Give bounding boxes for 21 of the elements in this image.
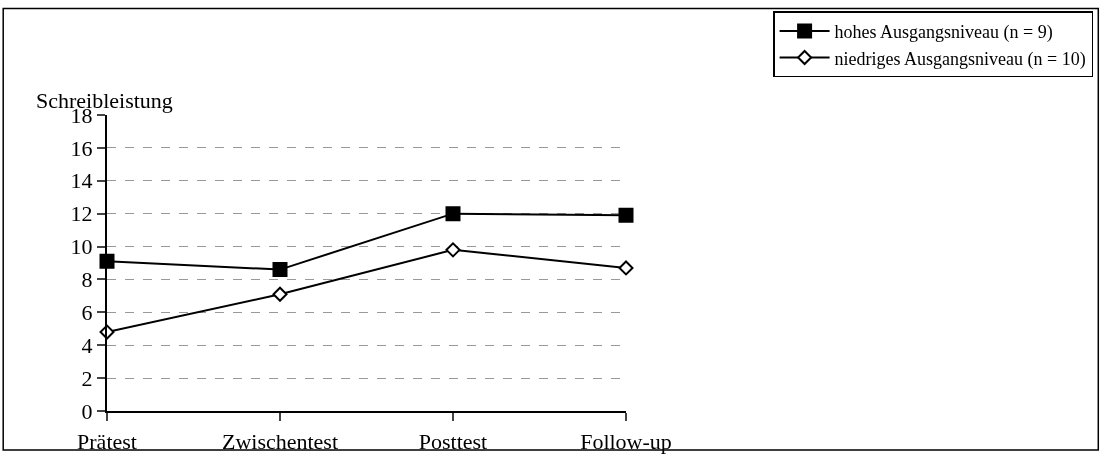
y-tick-label: 12 [70,201,93,227]
point [618,207,634,223]
x-tick-label: Prätest [77,429,137,455]
y-tick-label: 8 [81,267,93,293]
point [445,242,461,258]
point [272,262,288,278]
y-tick-label: 16 [70,135,93,161]
x-tick-label: Follow-up [580,429,672,455]
legend-label: niedriges Ausgangsniveau (n = 10) [834,48,1086,70]
y-tick-label: 4 [81,332,93,358]
legend-label: hohes Ausgangsniveau (n = 9) [834,22,1053,44]
y-tick-label: 6 [81,300,93,326]
point [618,260,634,276]
y-tick-label: 0 [81,398,93,424]
x-tick-label: Posttest [418,429,488,455]
point [272,286,288,302]
x-tick-label: Zwischentest [221,429,339,455]
y-tick-label: 10 [70,234,93,260]
y-tick-label: 14 [70,168,93,194]
point [445,206,461,222]
y-tick-label: 2 [81,365,93,391]
